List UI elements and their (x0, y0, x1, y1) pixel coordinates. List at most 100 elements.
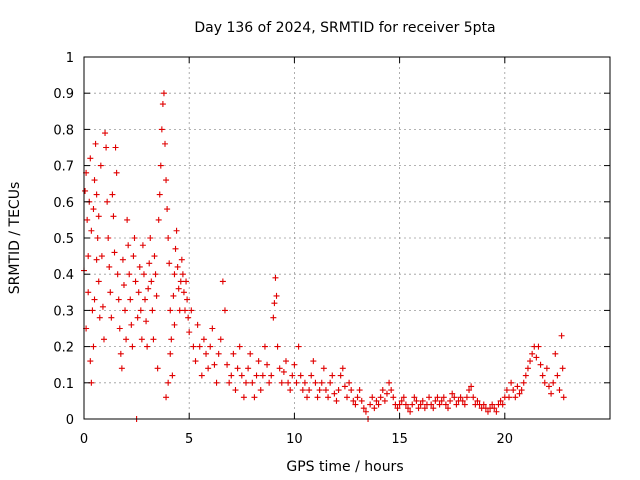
data-point (558, 332, 565, 339)
data-point (358, 397, 365, 404)
data-point (484, 408, 491, 415)
data-point (304, 394, 311, 401)
data-point (318, 379, 325, 386)
data-point (87, 155, 94, 162)
data-point (85, 289, 92, 296)
data-point (180, 289, 187, 296)
data-point (249, 379, 256, 386)
data-point (398, 397, 405, 404)
data-point (114, 271, 121, 278)
data-point (451, 394, 458, 401)
x-tick-label: 0 (80, 432, 88, 447)
data-point (444, 405, 451, 412)
data-point (390, 394, 397, 401)
data-point (200, 336, 207, 343)
data-point (243, 379, 250, 386)
data-point (172, 245, 179, 252)
data-point (170, 292, 177, 299)
data-point (215, 350, 222, 357)
data-point (91, 177, 98, 184)
data-point (184, 296, 191, 303)
data-point (127, 296, 134, 303)
data-point (537, 361, 544, 368)
data-point (240, 394, 247, 401)
data-point (143, 318, 150, 325)
data-point (470, 394, 477, 401)
data-point (245, 365, 252, 372)
data-point (89, 307, 96, 314)
data-point (203, 350, 210, 357)
data-point (183, 278, 190, 285)
data-point (228, 372, 235, 379)
data-point (545, 383, 552, 390)
data-point (107, 289, 114, 296)
data-point (226, 379, 233, 386)
chart-title: Day 136 of 2024, SRMTID for receiver 5pt… (194, 20, 495, 36)
data-point (151, 253, 158, 260)
data-point (135, 289, 142, 296)
data-point (434, 394, 441, 401)
data-point (503, 387, 510, 394)
data-point (438, 397, 445, 404)
data-point (493, 408, 500, 415)
data-point (341, 383, 348, 390)
data-point (109, 191, 116, 198)
data-point (354, 394, 361, 401)
data-point (148, 278, 155, 285)
data-point (550, 379, 557, 386)
data-point (185, 314, 192, 321)
data-point (97, 162, 104, 169)
data-point (234, 365, 241, 372)
data-point (119, 256, 126, 263)
x-axis-label: GPS time / hours (286, 459, 403, 475)
data-point (273, 292, 280, 299)
data-point (94, 235, 101, 241)
data-point (306, 387, 313, 394)
data-point (396, 401, 403, 408)
data-point (190, 343, 197, 350)
data-point (280, 368, 287, 375)
data-point (100, 336, 107, 343)
data-point (221, 307, 228, 314)
data-point (339, 365, 346, 372)
data-point (405, 405, 412, 412)
y-tick-label: 0 (66, 413, 74, 428)
data-point (373, 397, 380, 404)
data-point (335, 387, 342, 394)
data-point (116, 325, 123, 332)
data-point (104, 198, 111, 205)
data-point (499, 401, 506, 408)
data-point (178, 256, 185, 263)
data-point (411, 394, 418, 401)
data-point (247, 350, 254, 357)
data-point (165, 235, 172, 241)
data-point (428, 401, 435, 408)
data-point (327, 379, 334, 386)
data-point (518, 387, 525, 394)
x-tick-label: 20 (497, 432, 514, 447)
data-point (268, 372, 275, 379)
data-point (238, 372, 245, 379)
data-point (447, 397, 454, 404)
data-point (192, 358, 199, 365)
data-point (236, 343, 243, 350)
data-point (213, 379, 220, 386)
data-point (174, 263, 181, 270)
data-point (153, 292, 160, 299)
data-point (383, 390, 390, 397)
data-point (136, 263, 143, 270)
data-point (194, 321, 201, 328)
data-point (491, 405, 498, 412)
data-point (163, 177, 170, 184)
data-point (285, 379, 292, 386)
data-point (432, 397, 439, 404)
data-point (541, 379, 548, 386)
data-point (95, 213, 102, 220)
data-point (548, 390, 555, 397)
data-point (129, 343, 136, 350)
data-point (211, 361, 218, 368)
data-point (346, 379, 353, 386)
data-point (128, 321, 135, 328)
data-point (95, 278, 102, 285)
